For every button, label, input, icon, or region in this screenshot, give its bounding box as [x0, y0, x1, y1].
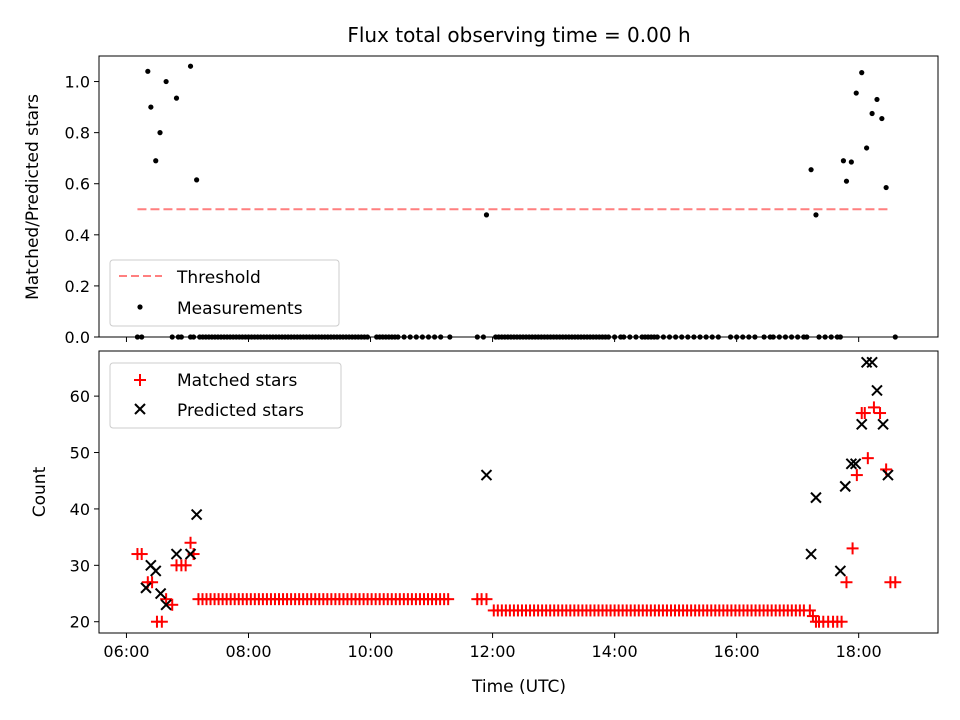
matched-stars-point [480, 593, 493, 606]
y-tick-label: 1.0 [65, 73, 90, 92]
bottom-plot-frame [98, 350, 939, 634]
measurement-point [157, 130, 163, 136]
predicted-stars-point [805, 548, 817, 560]
matched-stars-point [160, 593, 173, 606]
predicted-stars-point [839, 480, 851, 493]
matched-stars-point [146, 576, 159, 589]
y-tick-label: 0.4 [65, 226, 90, 245]
matched-stars-point [803, 604, 816, 617]
matched-stars-point [166, 598, 179, 611]
measurement-point [864, 145, 870, 151]
y-tick-label: 0.8 [65, 124, 90, 143]
x-tick-label: 06:00 [103, 642, 149, 661]
matched-stars-point [889, 576, 902, 589]
x-axis-label: Time (UTC) [471, 677, 566, 697]
matched-stars-point [874, 407, 887, 420]
top-legend-frame [109, 259, 340, 327]
bottom-legend-frame [109, 362, 342, 429]
chart-title: Flux total observing time = 0.00 h [347, 23, 690, 47]
y-tick-label: 0.2 [65, 277, 90, 296]
predicted-stars-point [184, 548, 197, 560]
matched-stars-point [806, 610, 819, 623]
measurement-point [859, 70, 865, 76]
x-tick-label: 18:00 [836, 642, 882, 661]
predicted-stars-point [834, 565, 847, 577]
y-tick-label: 20 [70, 613, 90, 632]
predicted-stars-point [845, 458, 858, 470]
top-legend: Threshold Measurements [109, 259, 340, 327]
legend-predicted-swatch [134, 403, 146, 415]
predicted-stars-point [140, 582, 152, 594]
measurement-point [883, 184, 889, 191]
legend-measurements-label: Measurements [177, 299, 303, 319]
bottom-panel: 20 30 40 50 60 06:00 08:00 10:00 12:00 14:00 16:00… [70, 350, 939, 661]
matched-stars-point [858, 407, 871, 420]
predicted-stars-point [480, 469, 493, 481]
predicted-stars-point [190, 508, 203, 521]
predicted-stars-point [849, 458, 862, 470]
measurement-point [808, 167, 814, 173]
matched-stars-point [184, 536, 197, 549]
matched-stars-point [179, 559, 192, 572]
legend-measurements-swatch [137, 304, 143, 310]
predicted-stars-point [882, 469, 894, 481]
y-tick-label: 50 [70, 444, 90, 463]
predicted-stars-point [160, 599, 172, 611]
measurement-point [843, 178, 850, 184]
matched-stars-point [135, 548, 148, 561]
x-tick-label: 08:00 [225, 642, 271, 661]
predicted-stars-point [871, 384, 883, 397]
predicted-stars-point [860, 356, 873, 368]
top-y-axis-label: Matched/Predicted stars [23, 94, 43, 300]
measurement-point [874, 96, 880, 103]
legend-matched-swatch [134, 374, 146, 386]
matched-stars-point [442, 593, 455, 606]
y-tick-label: 0.6 [65, 175, 90, 194]
x-tick-label: 16:00 [714, 642, 760, 661]
bottom-y-axis-label: Count [30, 466, 50, 517]
y-tick-label: 60 [70, 387, 90, 406]
measurement-point [853, 90, 859, 96]
predicted-stars-point [856, 418, 868, 431]
measurement-point [194, 177, 200, 183]
predicted-stars-point [866, 356, 878, 368]
measurement-point [153, 158, 159, 164]
matched-stars-point [861, 452, 874, 465]
matched-stars-point [846, 542, 859, 555]
measurement-point [148, 104, 154, 110]
measurement-point [163, 78, 169, 85]
measurement-point [813, 212, 819, 218]
measurement-point [840, 158, 847, 164]
measurement-point [869, 110, 875, 117]
measurement-point [483, 212, 490, 218]
legend-matched-label: Matched stars [177, 371, 297, 391]
matched-stars-point [840, 576, 853, 589]
measurement-point [848, 159, 854, 165]
predicted-stars-point [877, 418, 889, 431]
measurement-point [173, 95, 180, 101]
matched-stars-point [155, 615, 168, 628]
predicted-stars-point [150, 565, 162, 577]
legend-threshold-label: Threshold [176, 268, 261, 288]
y-tick-label: 30 [70, 556, 90, 575]
predicted-stars-point [810, 491, 822, 504]
matched-stars-point [867, 401, 880, 414]
predicted-stars-point [154, 587, 167, 600]
x-tick-label: 12:00 [470, 642, 516, 661]
matched-stars-point [850, 469, 863, 482]
y-tick-label: 40 [70, 500, 90, 519]
bottom-legend: Matched stars Predicted stars [109, 362, 342, 429]
x-tick-label: 14:00 [592, 642, 638, 661]
legend-predicted-label: Predicted stars [177, 401, 304, 421]
measurement-point [187, 63, 194, 69]
top-panel: 0.0 0.2 0.4 0.6 0.8 1.0 [65, 55, 939, 347]
matched-stars-point [835, 615, 848, 628]
predicted-stars-point [170, 548, 183, 560]
measurement-point [879, 115, 885, 122]
measurement-point [145, 68, 151, 74]
y-tick-label: 0.0 [65, 328, 90, 347]
x-tick-label: 10:00 [347, 642, 393, 661]
top-plot-frame [98, 55, 939, 338]
